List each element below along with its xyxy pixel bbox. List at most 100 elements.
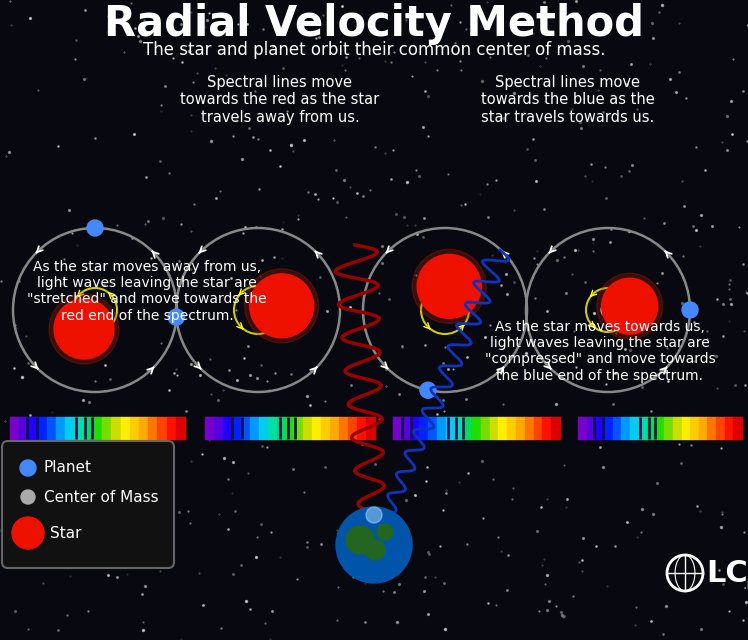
Circle shape: [420, 382, 436, 398]
Text: Star: Star: [50, 525, 82, 541]
Circle shape: [597, 273, 663, 339]
Bar: [205, 417, 214, 439]
Bar: [223, 417, 232, 439]
Circle shape: [336, 507, 412, 583]
Bar: [10, 417, 19, 439]
Circle shape: [251, 303, 265, 317]
Bar: [639, 417, 647, 439]
Bar: [647, 417, 656, 439]
Bar: [411, 417, 420, 439]
Bar: [516, 417, 525, 439]
Circle shape: [245, 269, 319, 343]
Bar: [214, 417, 223, 439]
Bar: [348, 417, 357, 439]
Bar: [37, 417, 47, 439]
Bar: [690, 417, 699, 439]
Bar: [232, 417, 241, 439]
Bar: [250, 417, 259, 439]
Bar: [157, 417, 167, 439]
Bar: [437, 417, 446, 439]
Bar: [148, 417, 157, 439]
Bar: [551, 417, 560, 439]
Bar: [111, 417, 120, 439]
Bar: [47, 417, 56, 439]
Circle shape: [20, 460, 36, 476]
Bar: [304, 417, 313, 439]
Bar: [366, 417, 375, 439]
Bar: [277, 417, 286, 439]
Bar: [28, 417, 37, 439]
Bar: [595, 417, 604, 439]
Bar: [525, 417, 533, 439]
Text: As the star moves away from us,
light waves leaving the star are
"stretched" and: As the star moves away from us, light wa…: [27, 260, 267, 323]
Bar: [259, 417, 268, 439]
Bar: [681, 417, 690, 439]
Bar: [65, 417, 75, 439]
Bar: [621, 417, 630, 439]
Bar: [455, 417, 463, 439]
Circle shape: [366, 507, 382, 523]
Bar: [295, 417, 304, 439]
FancyBboxPatch shape: [2, 441, 174, 568]
Bar: [472, 417, 481, 439]
Circle shape: [438, 303, 452, 317]
Circle shape: [250, 274, 313, 338]
Text: As the star moves towards us,
light waves leaving the star are
"compressed" and : As the star moves towards us, light wave…: [485, 320, 715, 383]
Bar: [578, 417, 586, 439]
Bar: [604, 417, 613, 439]
Bar: [533, 417, 542, 439]
Text: Center of Mass: Center of Mass: [44, 490, 159, 504]
Circle shape: [682, 302, 698, 318]
Bar: [75, 417, 84, 439]
Circle shape: [168, 309, 184, 325]
Bar: [93, 417, 102, 439]
Bar: [19, 417, 28, 439]
Text: .net: .net: [743, 578, 748, 592]
Circle shape: [601, 303, 615, 317]
Bar: [481, 417, 490, 439]
Bar: [241, 417, 250, 439]
Circle shape: [21, 490, 35, 504]
Bar: [463, 417, 472, 439]
Circle shape: [88, 303, 102, 317]
Bar: [586, 417, 595, 439]
Bar: [84, 417, 93, 439]
Bar: [331, 417, 339, 439]
Bar: [102, 417, 111, 439]
Circle shape: [601, 278, 657, 334]
Bar: [725, 417, 733, 439]
Circle shape: [365, 540, 385, 560]
Text: Spectral lines move
towards the blue as the
star travels towards us.: Spectral lines move towards the blue as …: [481, 75, 654, 125]
Bar: [56, 417, 65, 439]
Bar: [339, 417, 348, 439]
Bar: [542, 417, 551, 439]
Bar: [322, 417, 331, 439]
Bar: [129, 417, 139, 439]
Bar: [630, 417, 639, 439]
Bar: [664, 417, 673, 439]
Circle shape: [377, 524, 393, 540]
Circle shape: [417, 254, 481, 318]
Bar: [733, 417, 742, 439]
Bar: [673, 417, 681, 439]
Bar: [402, 417, 411, 439]
Bar: [313, 417, 322, 439]
Circle shape: [346, 526, 374, 554]
Circle shape: [54, 299, 114, 359]
Bar: [176, 417, 185, 439]
Circle shape: [12, 517, 44, 549]
Circle shape: [49, 294, 119, 364]
Text: The star and planet orbit their common center of mass.: The star and planet orbit their common c…: [143, 41, 605, 59]
Bar: [286, 417, 295, 439]
Bar: [699, 417, 708, 439]
Bar: [498, 417, 507, 439]
Bar: [656, 417, 664, 439]
Bar: [446, 417, 455, 439]
Bar: [428, 417, 437, 439]
Text: Planet: Planet: [44, 461, 92, 476]
Text: LCOGT: LCOGT: [706, 559, 748, 588]
Bar: [120, 417, 129, 439]
Circle shape: [87, 220, 103, 236]
Text: Spectral lines move
towards the red as the star
travels away from us.: Spectral lines move towards the red as t…: [180, 75, 380, 125]
Bar: [268, 417, 277, 439]
